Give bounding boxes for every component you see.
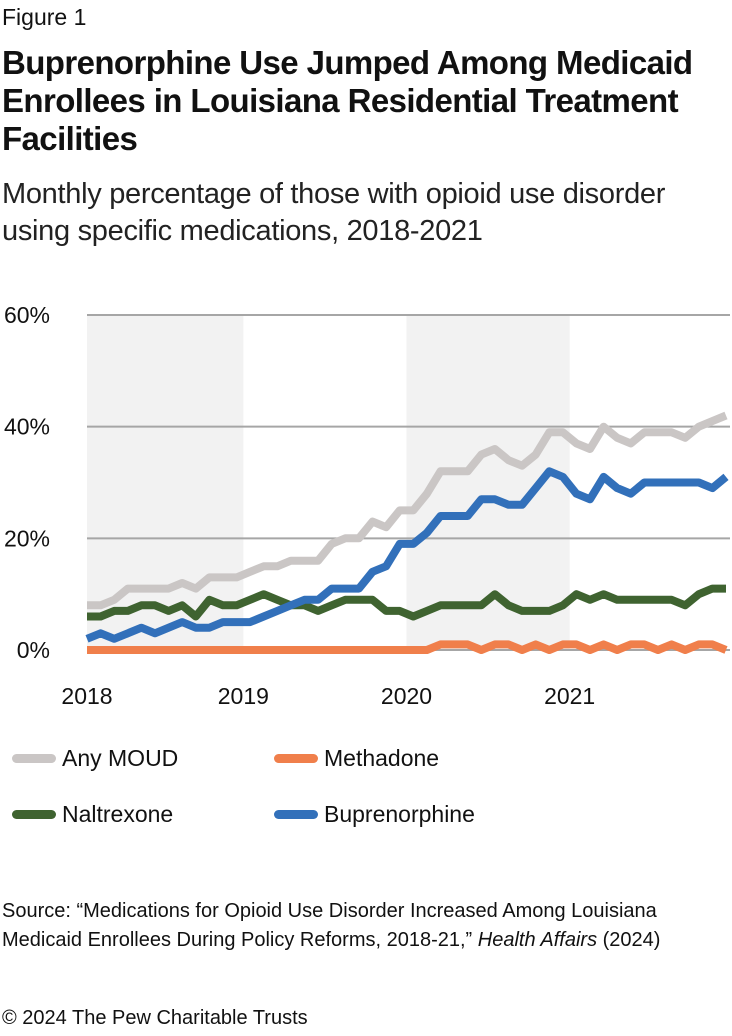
y-axis: 0% 20% 40% 60% — [4, 302, 50, 663]
legend-swatch-methadone — [274, 754, 318, 763]
chart-title: Buprenorphine Use Jumped Among Medicaid … — [2, 44, 693, 157]
y-tick-label: 20% — [4, 525, 50, 551]
legend-item-naltrexone: Naltrexone — [12, 801, 173, 828]
source-suffix: (2024) — [597, 929, 661, 951]
series-lines — [85, 411, 729, 654]
legend: Any MOUD Methadone Naltrexone Buprenorph… — [12, 745, 732, 855]
legend-label-methadone: Methadone — [324, 745, 440, 771]
legend-label-any-moud: Any MOUD — [62, 745, 179, 771]
x-tick-label: 2021 — [544, 683, 595, 709]
legend-label-buprenorphine: Buprenorphine — [324, 801, 475, 827]
x-tick-label: 2019 — [218, 683, 269, 709]
legend-swatch-any-moud — [12, 754, 56, 763]
x-axis: 2018 2019 2020 2021 — [61, 683, 595, 709]
series-line-buprenorphine — [85, 467, 729, 643]
y-tick-label: 0% — [17, 637, 50, 663]
x-tick-label: 2020 — [381, 683, 432, 709]
legend-label-naltrexone: Naltrexone — [62, 801, 174, 827]
x-tick-label: 2018 — [61, 683, 112, 709]
shade-2018 — [87, 315, 244, 650]
legend-swatch-naltrexone — [12, 810, 56, 819]
series-line-naltrexone — [87, 584, 726, 621]
legend-swatch-buprenorphine — [274, 810, 318, 819]
legend-item-buprenorphine: Buprenorphine — [274, 801, 475, 828]
legend-item-methadone: Methadone — [274, 745, 439, 772]
legend-item-any-moud: Any MOUD — [12, 745, 178, 772]
series-line-any-moud — [87, 411, 728, 610]
chart-subtitle: Monthly percentage of those with opioid … — [2, 178, 666, 247]
source-note: Source: “Medications for Opioid Use Diso… — [2, 897, 730, 955]
source-prefix: Source: “Medications for Opioid Use Diso… — [2, 900, 657, 951]
y-tick-label: 60% — [4, 302, 50, 328]
series-line-methadone — [87, 640, 728, 654]
y-tick-label: 40% — [4, 414, 50, 440]
copyright: © 2024 The Pew Charitable Trusts — [2, 1007, 308, 1029]
source-journal: Health Affairs — [477, 929, 598, 951]
figure-label: Figure 1 — [2, 4, 87, 30]
line-chart: 0% 20% 40% 60% 2018 2019 2020 2021 — [4, 302, 730, 709]
